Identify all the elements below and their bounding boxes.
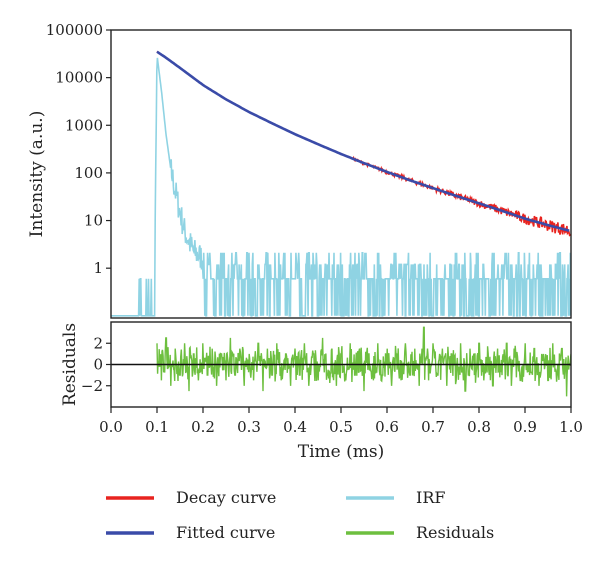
intensity-plot-area — [111, 50, 571, 317]
legend-item: Decay curve — [106, 488, 276, 507]
time-x-tick-label: 0.3 — [237, 418, 261, 436]
time-x-tick-label: 1.0 — [559, 418, 583, 436]
time-x-tick-label: 0.6 — [375, 418, 399, 436]
intensity-y-tick-label: 10000 — [55, 69, 103, 87]
time-x-tick-label: 0.9 — [513, 418, 537, 436]
legend: Decay curve IRF Fitted curve Residuals — [106, 488, 494, 542]
time-x-tick-label: 0.2 — [191, 418, 215, 436]
time-x-axis-title: Time (ms) — [298, 442, 384, 462]
intensity-y-tick-label: 1 — [93, 259, 103, 277]
intensity-y-tick-label: 100 — [74, 164, 103, 182]
time-x-tick-label: 0.1 — [145, 418, 169, 436]
intensity-y-tick-label: 10 — [84, 212, 103, 230]
residuals-y-tick-label: 0 — [93, 356, 103, 374]
fitted-curve-series-line — [156, 50, 570, 232]
decay-curve-series-line — [156, 50, 571, 237]
legend-item: Fitted curve — [106, 523, 275, 542]
residuals-panel: 2 0 −2 0.0 0.1 0.2 0.3 0.4 0.5 0.6 0.7 0.8 0.9 1.0 R… — [60, 321, 583, 462]
residuals-series-line — [156, 326, 571, 397]
legend-item: IRF — [346, 488, 445, 507]
intensity-y-ticks: 100000 10000 1000 100 10 1 — [46, 21, 111, 277]
residuals-y-tick-label: −2 — [81, 377, 103, 395]
residuals-y-tick-label: 2 — [93, 334, 103, 352]
intensity-y-tick-label: 100000 — [46, 21, 103, 39]
residuals-plot-area — [111, 326, 571, 397]
time-x-tick-label: 0.0 — [99, 418, 123, 436]
time-x-tick-label: 0.7 — [421, 418, 445, 436]
intensity-panel: 100000 10000 1000 100 10 1 Intensity (a.u.) — [27, 21, 572, 319]
legend-label: IRF — [416, 488, 445, 507]
legend-label: Residuals — [416, 523, 494, 542]
irf-series-line — [111, 57, 571, 317]
legend-label: Fitted curve — [176, 523, 275, 542]
time-x-tick-label: 0.8 — [467, 418, 491, 436]
residuals-y-axis-title: Residuals — [60, 323, 80, 406]
time-x-tick-label: 0.5 — [329, 418, 353, 436]
legend-item: Residuals — [346, 523, 494, 542]
time-x-tick-label: 0.4 — [283, 418, 307, 436]
intensity-plot-frame — [110, 29, 572, 319]
residuals-y-ticks: 2 0 −2 — [81, 334, 111, 395]
intensity-y-tick-label: 1000 — [65, 116, 103, 134]
intensity-y-axis-title: Intensity (a.u.) — [27, 111, 47, 238]
legend-label: Decay curve — [176, 488, 276, 507]
time-x-ticks: 0.0 0.1 0.2 0.3 0.4 0.5 0.6 0.7 0.8 0.9 1.0 — [99, 407, 583, 436]
